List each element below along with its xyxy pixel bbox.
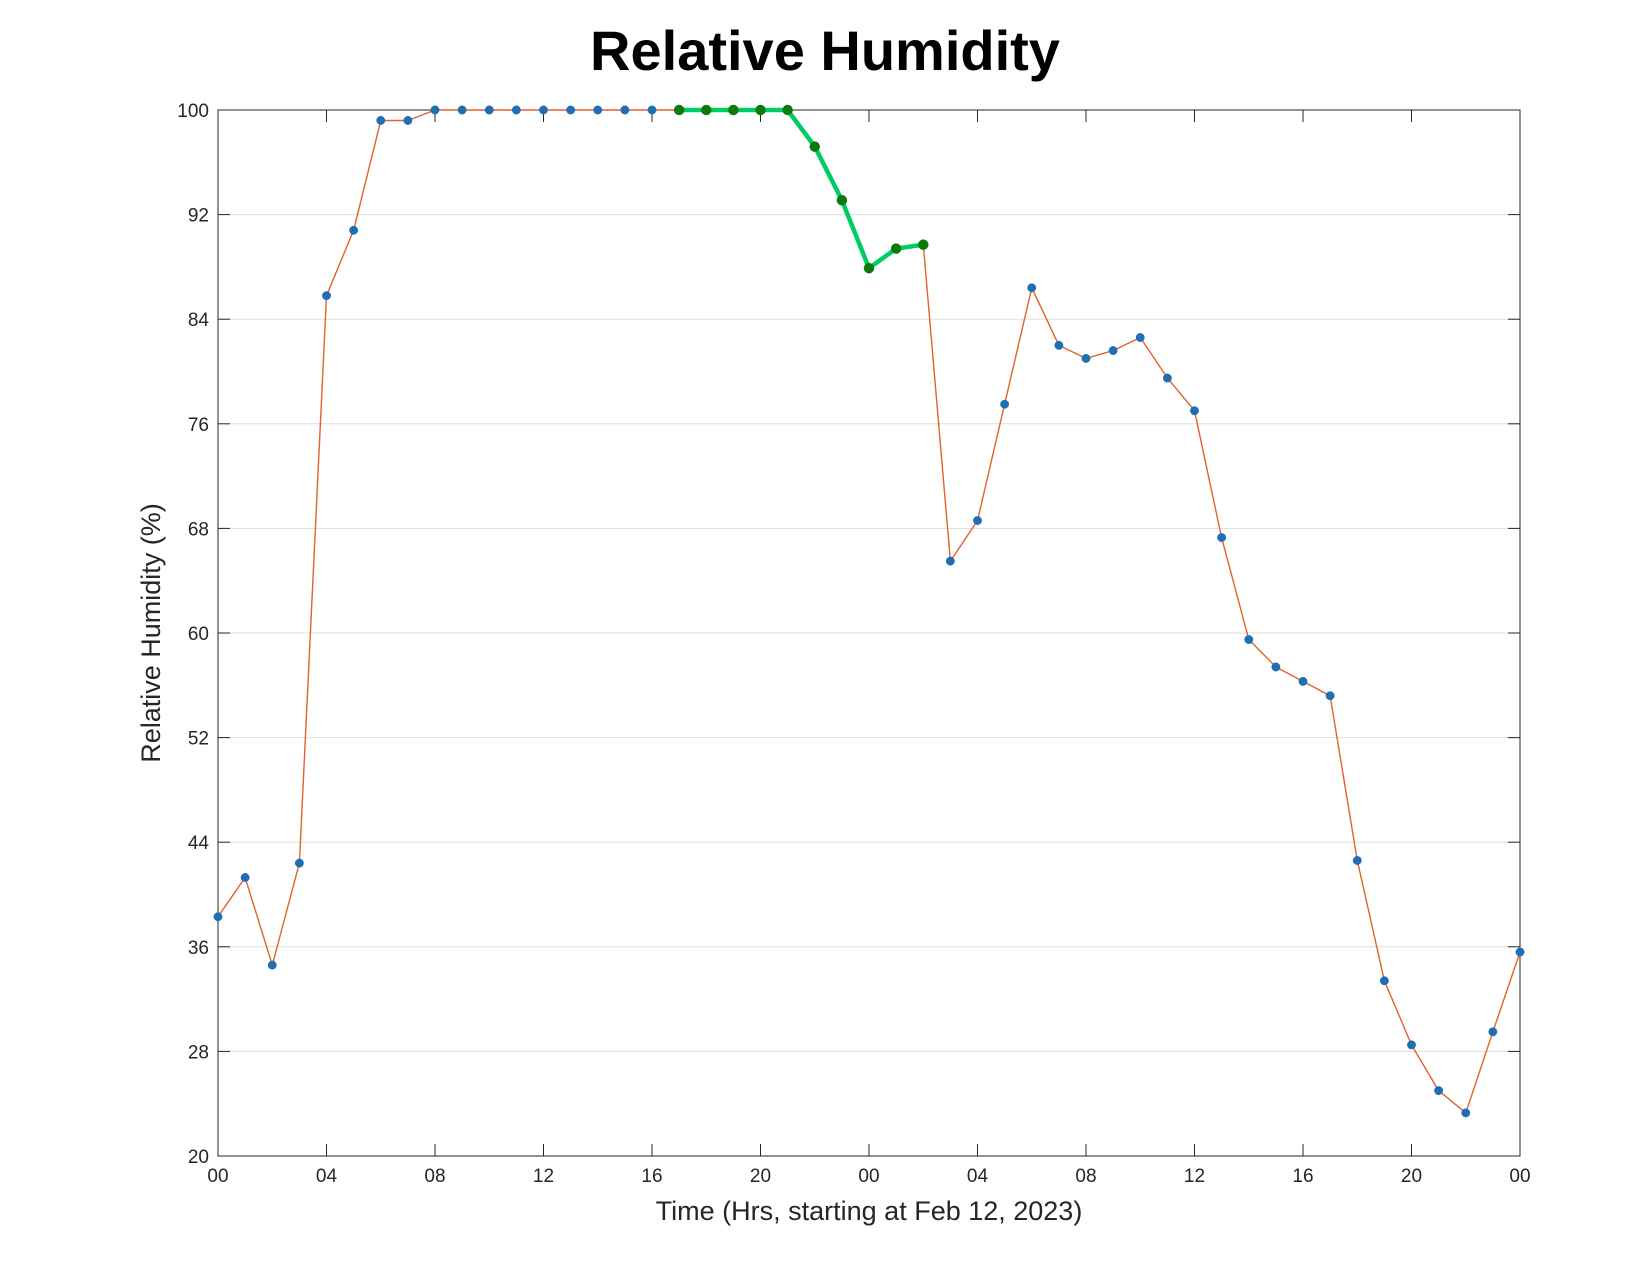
- y-tick-label: 68: [188, 519, 209, 540]
- data-point: [647, 105, 657, 115]
- series-line: [217, 109, 1521, 1114]
- data-point: [566, 105, 576, 115]
- data-point: [294, 858, 304, 868]
- data-point: [1108, 346, 1118, 356]
- data-point: [1190, 406, 1199, 416]
- data-point: [457, 105, 467, 115]
- series-1: [673, 104, 929, 274]
- grid-lines: [218, 214, 1520, 1052]
- y-tick-label: 92: [188, 206, 209, 227]
- series-0: [213, 105, 1525, 1118]
- data-point: [1162, 373, 1172, 383]
- y-tick-label: 60: [188, 624, 209, 645]
- x-tick-label: 12: [1184, 1166, 1205, 1187]
- data-point: [1271, 662, 1281, 672]
- data-point: [755, 104, 766, 116]
- chart-title: Relative Humidity: [590, 19, 1060, 82]
- data-point: [593, 105, 603, 115]
- data-point: [349, 225, 359, 235]
- data-point: [240, 873, 250, 882]
- data-point: [890, 243, 902, 254]
- data-point: [620, 105, 630, 115]
- data-point: [973, 516, 982, 526]
- data-point: [1461, 1108, 1471, 1118]
- y-tick-label: 36: [188, 938, 209, 959]
- data-point: [701, 104, 712, 116]
- x-tick-label: 12: [533, 1166, 554, 1187]
- data-point: [1488, 1027, 1498, 1037]
- data-point: [430, 105, 440, 115]
- data-point: [1054, 340, 1064, 350]
- data-point: [945, 556, 955, 566]
- data-point: [782, 104, 793, 116]
- x-tick-label: 00: [858, 1166, 879, 1187]
- x-tick-label: 04: [967, 1166, 989, 1187]
- data-point: [1407, 1040, 1416, 1050]
- y-tick-label: 84: [188, 310, 210, 331]
- y-tick-label: 52: [188, 729, 209, 750]
- data-point: [1135, 333, 1145, 342]
- data-point: [322, 291, 331, 301]
- x-tick-label: 16: [1292, 1166, 1313, 1187]
- data-point: [539, 105, 548, 115]
- data-point: [728, 104, 739, 116]
- series-line: [676, 107, 926, 271]
- y-tick-label: 100: [177, 101, 209, 122]
- x-tick-label: 16: [641, 1166, 662, 1187]
- data-point: [1000, 399, 1010, 409]
- data-point: [511, 105, 521, 115]
- data-point: [1081, 353, 1091, 363]
- data-point: [1217, 533, 1227, 543]
- x-tick-label: 08: [424, 1166, 445, 1187]
- x-tick-label: 00: [207, 1166, 228, 1187]
- data-point: [267, 960, 277, 970]
- x-tick-label: 20: [750, 1166, 771, 1187]
- data-point: [1515, 947, 1525, 957]
- y-axis-label: Relative Humidity (%): [136, 503, 166, 763]
- x-tick-label: 08: [1075, 1166, 1096, 1187]
- data-point: [1325, 691, 1335, 701]
- data-point: [484, 105, 494, 115]
- data-point: [836, 194, 848, 206]
- data-point: [1027, 283, 1037, 293]
- x-tick-label: 00: [1509, 1166, 1530, 1187]
- y-tick-label: 20: [188, 1147, 209, 1168]
- data-point: [863, 262, 875, 274]
- data-point: [1379, 976, 1389, 986]
- x-axis-label: Time (Hrs, starting at Feb 12, 2023): [656, 1196, 1083, 1226]
- data-point: [809, 141, 820, 152]
- data-point: [376, 116, 386, 125]
- data-point: [1434, 1086, 1444, 1096]
- data-point: [1244, 635, 1254, 644]
- data-point: [918, 239, 929, 250]
- data-series: [213, 104, 1525, 1118]
- y-tick-label: 44: [188, 833, 210, 854]
- data-point: [213, 912, 223, 922]
- data-point: [673, 104, 685, 116]
- x-tick-label: 04: [316, 1166, 338, 1187]
- data-point: [1352, 856, 1362, 865]
- y-tick-label: 76: [188, 415, 209, 436]
- y-tick-label: 28: [188, 1042, 209, 1063]
- data-point: [1298, 676, 1308, 686]
- data-point: [403, 116, 413, 125]
- x-tick-label: 20: [1401, 1166, 1422, 1187]
